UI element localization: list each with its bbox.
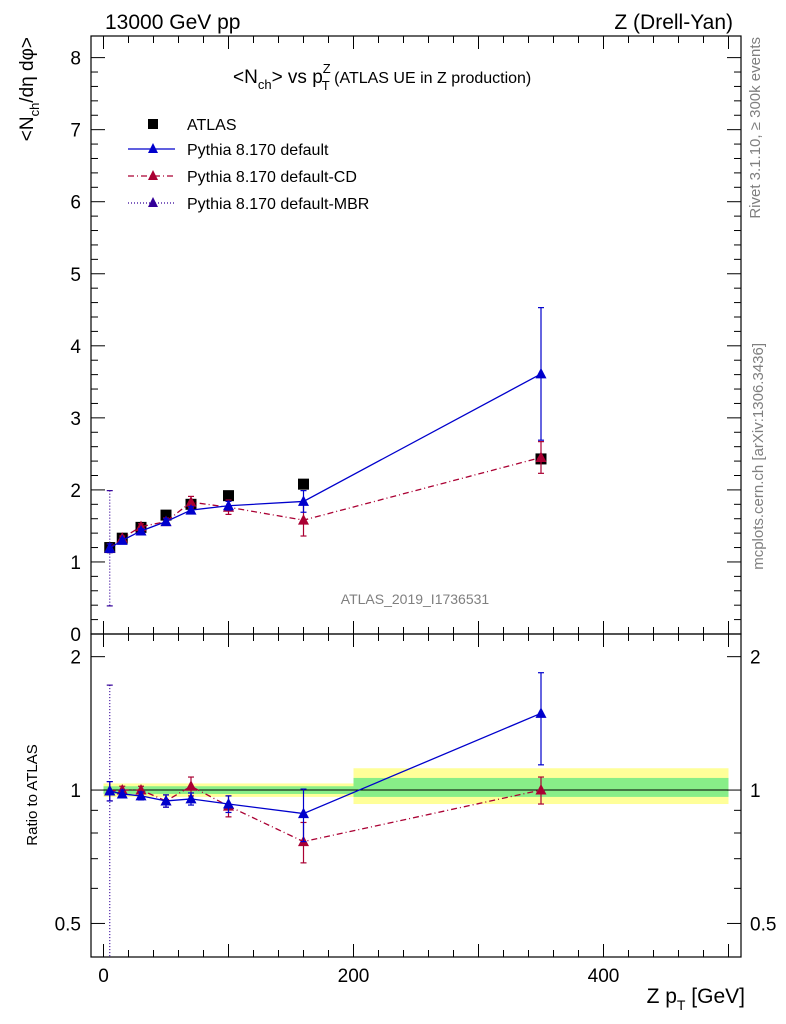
main-default-point-1 xyxy=(116,534,128,545)
ratio-frame xyxy=(90,633,742,958)
y-tick-label-0: 0 xyxy=(70,625,81,646)
header-right: Z (Drell-Yan) xyxy=(614,11,733,34)
y-tick-label-5: 5 xyxy=(70,265,81,286)
x-tick-label-200: 200 xyxy=(338,966,370,987)
header-left: 13000 GeV pp xyxy=(105,11,240,34)
atlas-point-3 xyxy=(160,509,172,521)
main-default-point-0 xyxy=(104,542,116,553)
legend-label-cd: Pythia 8.170 default-CD xyxy=(187,169,357,186)
legend-label-atlas: ATLAS xyxy=(187,117,237,134)
ratio-default-point-6 xyxy=(298,807,309,819)
ratio-y-tick-label-1: 1 xyxy=(70,781,81,802)
ratio-cd-point-4 xyxy=(185,780,197,791)
y-axis-label: <Nch/dη dφ> xyxy=(17,37,42,141)
legend-marker-mbr xyxy=(148,197,158,207)
legend-label-default: Pythia 8.170 default xyxy=(187,142,329,159)
ratio-y-tick-label-right-1: 1 xyxy=(750,781,761,802)
atlas-point-5 xyxy=(223,490,234,502)
main-default-point-3 xyxy=(160,515,172,527)
y-tick-label-4: 4 xyxy=(70,337,81,358)
main-cd-line xyxy=(109,456,542,549)
ratio-default-point-5 xyxy=(223,798,234,809)
main-default-line xyxy=(109,373,542,549)
analysis-watermark: ATLAS_2019_I1736531 xyxy=(341,591,490,607)
y-tick-label-8: 8 xyxy=(70,49,81,70)
rivet-label: Rivet 3.1.10, ≥ 300k events xyxy=(747,37,764,219)
main-default-point-4 xyxy=(185,504,197,515)
main-cd-point-7 xyxy=(535,451,547,462)
ratio-default-point-7 xyxy=(535,707,547,718)
legend-label-mbr: Pythia 8.170 default-MBR xyxy=(187,196,369,213)
y-tick-label-3: 3 xyxy=(70,409,81,430)
mcplots-label: mcplots.cern.ch [arXiv:1306.3436] xyxy=(750,343,767,570)
x-tick-label-400: 400 xyxy=(588,966,620,987)
ratio-default-point-2 xyxy=(135,789,147,801)
ratio-default-point-3 xyxy=(160,794,172,806)
ratio-default-point-4 xyxy=(185,792,197,804)
atlas-point-6 xyxy=(298,478,309,490)
main-default-point-2 xyxy=(135,524,147,536)
y-tick-label-7: 7 xyxy=(70,121,81,142)
ratio-y-tick-label-2: 2 xyxy=(70,648,81,669)
ratio-default-point-1 xyxy=(116,787,128,799)
main-default-point-7 xyxy=(535,367,547,379)
main-cd-point-6 xyxy=(298,514,309,525)
main-default-point-6 xyxy=(298,495,309,506)
ratio-y-tick-label-0.5: 0.5 xyxy=(55,914,81,935)
y-tick-label-2: 2 xyxy=(70,481,81,502)
legend-marker-cd xyxy=(148,170,158,180)
legend: ATLAS Pythia 8.170 default Pythia 8.170 … xyxy=(128,117,369,213)
ratio-cd-point-7 xyxy=(535,784,547,795)
legend-marker-atlas xyxy=(148,119,158,129)
main-cd-point-4 xyxy=(185,496,197,507)
x-axis-label: Z pT [GeV] xyxy=(647,985,745,1013)
ratio-y-label: Ratio to ATLAS xyxy=(24,744,41,845)
main-title: <Nch> vs pZ T (ATLAS UE in Z production) xyxy=(233,61,531,93)
ratio-y-tick-label-right-0.5: 0.5 xyxy=(750,914,776,935)
x-tick-label-0: 0 xyxy=(98,966,109,987)
y-tick-label-1: 1 xyxy=(70,553,81,574)
ratio-y-tick-label-right-2: 2 xyxy=(750,648,761,669)
y-tick-label-6: 6 xyxy=(70,193,81,214)
ratio-default-point-0 xyxy=(104,785,116,796)
legend-marker-default xyxy=(148,143,158,153)
chart-marks: 0 200 400 0 1 2 3 4 5 6 7 8 0.5 0.5 1 1 2 2 xyxy=(55,35,776,987)
main-default-point-5 xyxy=(223,499,234,511)
